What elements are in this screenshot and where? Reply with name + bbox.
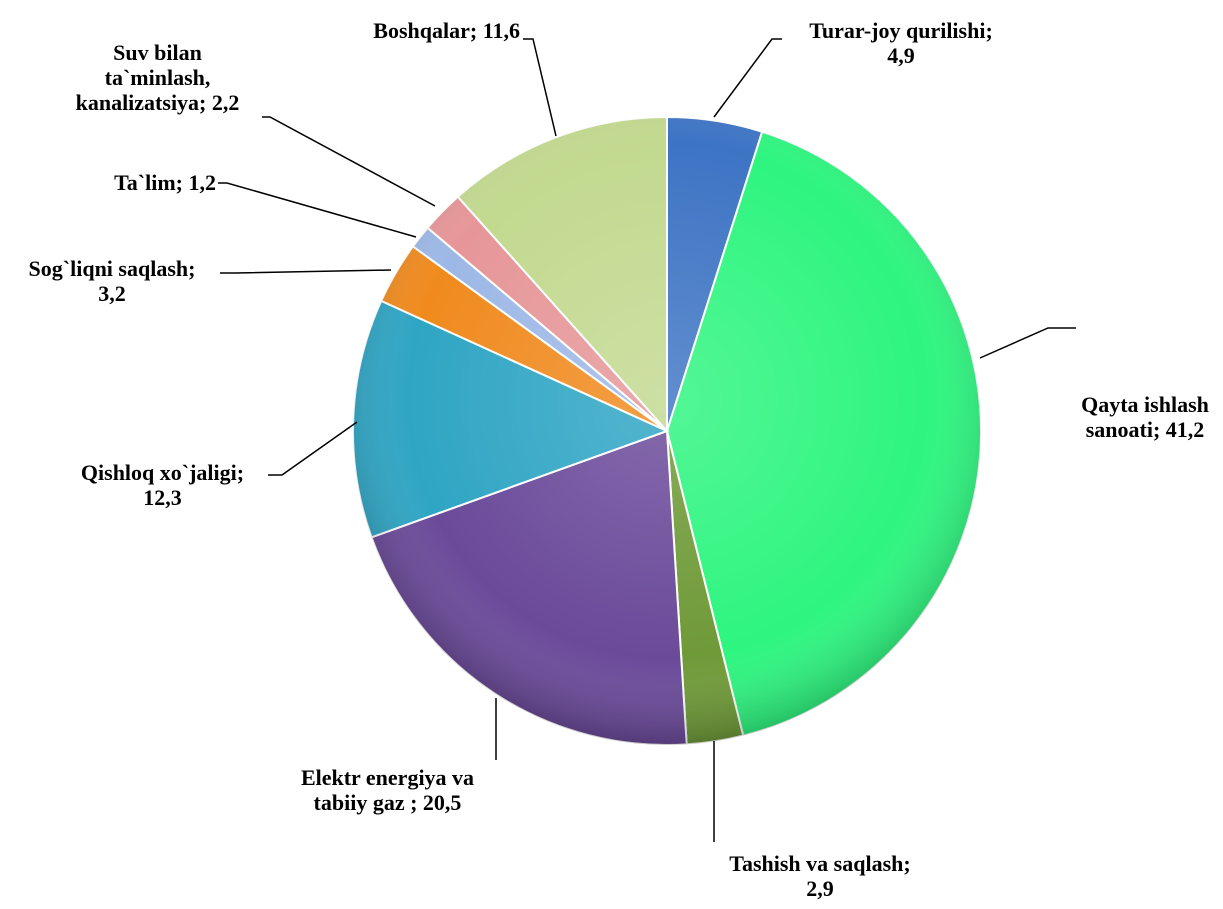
slice-label-qishloq: Qishloq xo`jaligi; 12,3: [80, 460, 245, 510]
leader-line-qishloq: [268, 421, 358, 476]
leader-line-boshqalar: [523, 38, 557, 137]
slice-label-sogliqni: Sog`liqni saqlash; 3,2: [28, 256, 196, 306]
slice-label-qayta-ishlash: Qayta ishlash sanoati; 41,2: [1081, 392, 1209, 442]
leader-line-suv: [262, 116, 436, 207]
slice-label-tashish: Tashish va saqlash; 2,9: [729, 851, 911, 901]
leader-line-sogliqni: [220, 269, 392, 274]
slice-label-talim: Ta`lim; 1,2: [114, 170, 216, 195]
slice-label-elektr: Elektr energiya va tabiiy gaz ; 20,5: [300, 765, 475, 815]
slice-label-boshqalar: Boshqalar; 11,6: [373, 18, 520, 43]
leader-line-qayta-ishlash: [979, 327, 1076, 359]
slice-label-turar-joy: Turar-joy qurilishi; 4,9: [809, 18, 993, 68]
slice-label-suv: Suv bilan ta`minlash, kanalizatsiya; 2,2: [75, 40, 240, 115]
leader-line-turar-joy: [713, 38, 782, 118]
leader-line-talim: [218, 182, 417, 238]
